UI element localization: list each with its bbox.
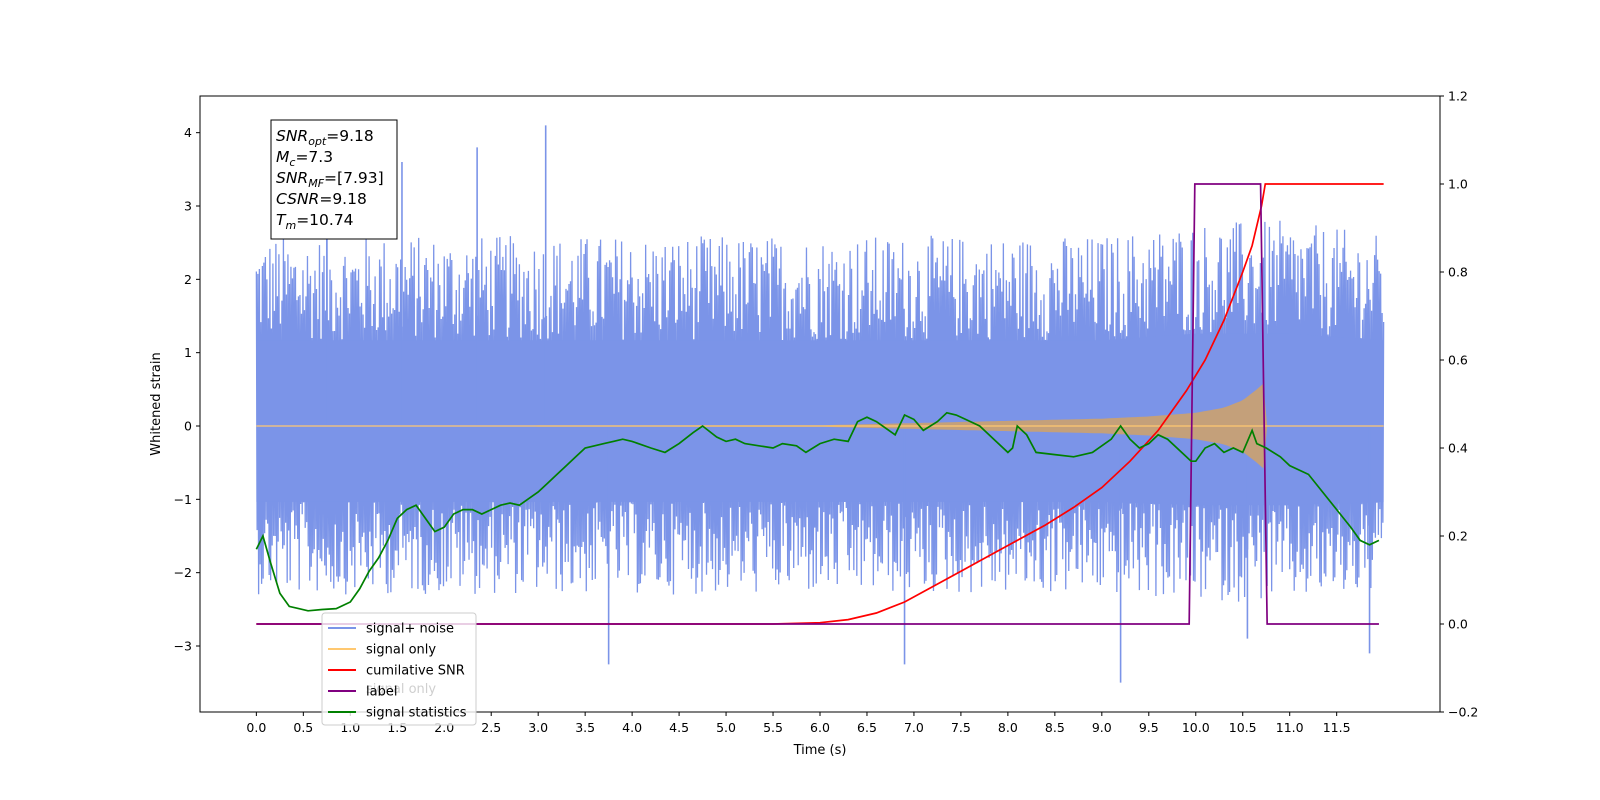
x-tick-label: 11.5 xyxy=(1323,720,1351,735)
x-tick-label: 5.5 xyxy=(763,720,783,735)
y-tick-label: 1 xyxy=(184,345,192,360)
annotation-line: SNRMF=[7.93] xyxy=(276,169,384,190)
x-tick-label: 2.5 xyxy=(481,720,501,735)
x-tick-label: 5.0 xyxy=(716,720,736,735)
y2-tick-label: 1.0 xyxy=(1448,177,1468,192)
x-tick-label: 8.0 xyxy=(998,720,1018,735)
x-tick-label: 8.5 xyxy=(1045,720,1065,735)
y-tick-label: −3 xyxy=(174,639,192,654)
annotation-line: Tm=10.74 xyxy=(276,211,354,232)
y2-tick-label: 0.4 xyxy=(1448,441,1468,456)
x-tick-label: 7.0 xyxy=(904,720,924,735)
x-tick-label: 6.0 xyxy=(810,720,830,735)
series-label-line xyxy=(256,183,1379,625)
y2-tick-label: −0.2 xyxy=(1448,705,1478,720)
legend-entry: signal+ noise xyxy=(366,622,454,637)
series-cumilative-snr-line xyxy=(256,183,1384,625)
y-tick-label: 2 xyxy=(184,272,192,287)
x-tick-label: 4.0 xyxy=(622,720,642,735)
y-axis-label: Whitened strain xyxy=(149,352,164,455)
legend-frame xyxy=(321,612,477,726)
x-tick-label: 0.0 xyxy=(246,720,266,735)
legend-occluded-text: signal only xyxy=(366,682,436,697)
annotation-line: SNRopt=9.18 xyxy=(276,127,374,148)
y-tick-label: 0 xyxy=(184,419,192,434)
y-tick-label: −2 xyxy=(174,565,192,580)
x-tick-label: 9.0 xyxy=(1092,720,1112,735)
annotation-line: Mc=7.3 xyxy=(276,148,333,169)
legend: signal only signal+ noise signal only cumil… xyxy=(321,612,477,726)
series-signal-statistics-line xyxy=(255,411,1380,612)
x-tick-label: 9.5 xyxy=(1139,720,1159,735)
y2-tick-label: 0.8 xyxy=(1448,265,1468,280)
legend-entry: cumilative SNR xyxy=(366,664,465,679)
x-tick-label: 6.5 xyxy=(857,720,877,735)
legend-entry: signal statistics xyxy=(366,706,467,721)
y2-tick-label: 1.2 xyxy=(1448,89,1468,104)
series-layer xyxy=(255,125,1385,683)
x-tick-label: 3.0 xyxy=(528,720,548,735)
series-signal-noise-core xyxy=(256,333,1384,506)
annotation-line: CSNR=9.18 xyxy=(276,190,367,208)
x-tick-label: 4.5 xyxy=(669,720,689,735)
x-tick-label: 11.0 xyxy=(1276,720,1304,735)
legend-entry: signal only xyxy=(366,643,436,658)
y2-tick-label: 0.0 xyxy=(1448,617,1468,632)
x-tick-label: 10.0 xyxy=(1182,720,1210,735)
y2-tick-label: 0.6 xyxy=(1448,353,1468,368)
x-tick-label: 3.5 xyxy=(575,720,595,735)
y-tick-label: 4 xyxy=(184,125,192,140)
x-tick-label: 10.5 xyxy=(1229,720,1257,735)
x-tick-label: 7.5 xyxy=(951,720,971,735)
x-tick-label: 0.5 xyxy=(293,720,313,735)
legend-entry: label xyxy=(366,685,397,700)
y-tick-label: −1 xyxy=(174,492,192,507)
x-axis-label: Time (s) xyxy=(793,743,847,758)
series-signal-noise-line xyxy=(255,220,1385,602)
y2-tick-label: 0.2 xyxy=(1448,529,1468,544)
y-tick-label: 3 xyxy=(184,199,192,214)
